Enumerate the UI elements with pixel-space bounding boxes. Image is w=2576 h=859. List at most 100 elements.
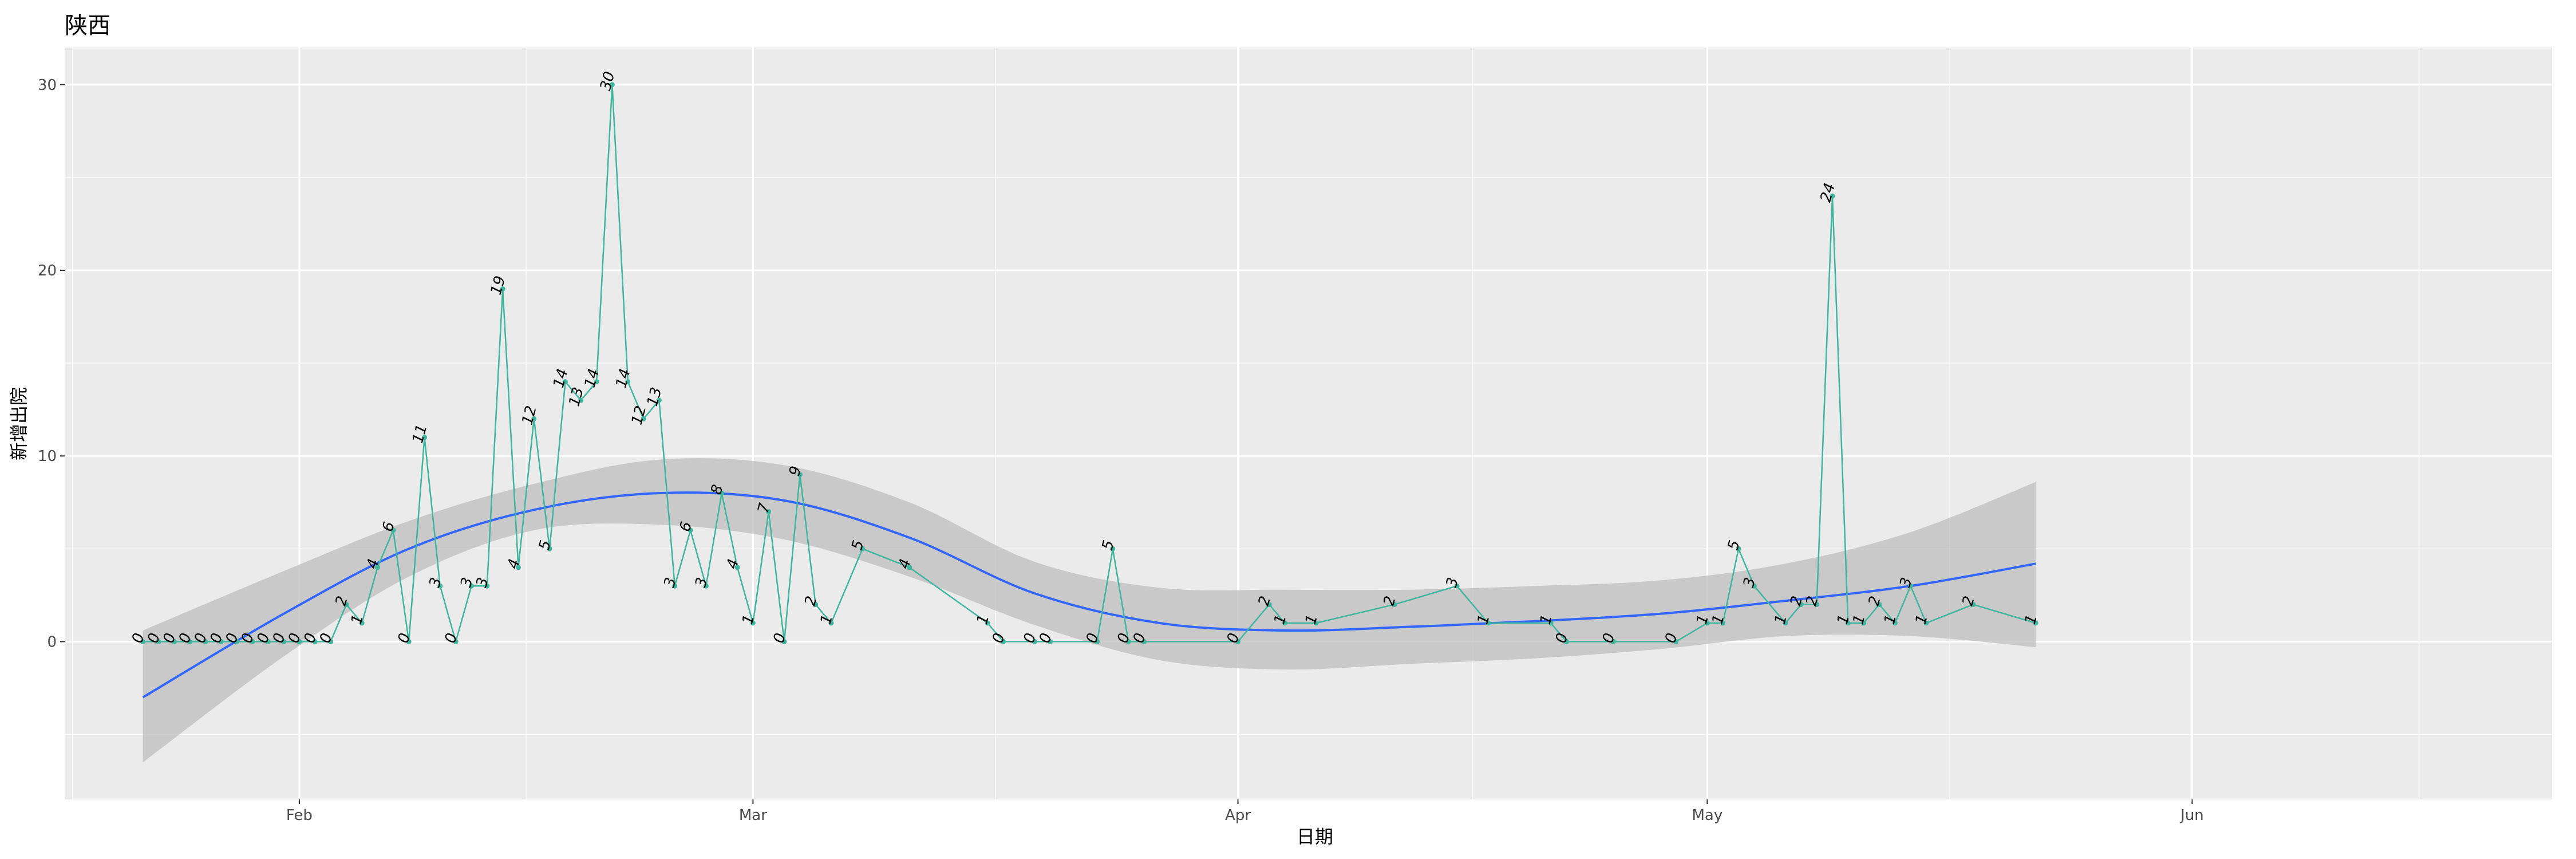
data-point	[688, 527, 693, 533]
data-label: 5	[848, 538, 867, 552]
data-point	[1970, 602, 1976, 608]
data-point	[531, 416, 537, 421]
data-label: 6	[677, 520, 696, 534]
x-tick-label: Jun	[2179, 807, 2204, 824]
data-point	[1830, 193, 1835, 199]
data-point	[1001, 639, 1006, 644]
data-point	[1704, 620, 1710, 626]
data-label: 1	[1271, 613, 1290, 626]
data-label: 1	[1834, 613, 1853, 626]
data-point	[1392, 602, 1397, 608]
data-point	[1892, 620, 1898, 626]
data-label: 0	[1021, 631, 1040, 645]
data-label: 9	[786, 464, 805, 478]
data-point	[422, 435, 427, 440]
data-point	[1095, 639, 1100, 644]
data-label: 0	[1662, 631, 1681, 645]
data-point	[484, 583, 490, 589]
data-point	[437, 583, 443, 589]
data-point	[734, 565, 740, 570]
data-label: 2	[1959, 594, 1978, 608]
data-point	[1141, 639, 1147, 644]
data-label: 3	[661, 576, 679, 589]
data-point	[312, 639, 318, 644]
data-point	[297, 639, 302, 644]
data-label: 0	[176, 631, 195, 645]
data-point	[469, 583, 474, 589]
grid-major	[65, 48, 2552, 799]
y-axis: 0 10 20 30	[38, 77, 65, 651]
data-point	[234, 639, 240, 644]
data-point	[265, 639, 271, 644]
data-label: 4	[364, 557, 382, 571]
data-point	[156, 639, 161, 644]
data-label: 0	[223, 631, 242, 645]
data-label: 1	[2022, 613, 2041, 626]
data-point	[1876, 602, 1882, 608]
data-point	[1923, 620, 1929, 626]
data-label: 0	[771, 631, 789, 645]
data-label: 0	[1552, 631, 1571, 645]
smooth-fit-line	[142, 491, 2036, 699]
data-point	[1673, 639, 1679, 644]
data-point	[1861, 620, 1867, 626]
data-point	[766, 509, 772, 514]
data-label: 0	[160, 631, 179, 645]
data-point	[375, 565, 380, 570]
data-label: 1	[1850, 613, 1868, 626]
chart-title: 陕西	[65, 13, 110, 39]
data-label: 0	[192, 631, 211, 645]
data-point	[1032, 639, 1037, 644]
data-point	[1783, 620, 1788, 626]
data-label: 0	[395, 631, 414, 645]
data-label: 0	[317, 631, 335, 645]
data-point	[453, 639, 459, 644]
data-point	[203, 639, 208, 644]
data-label: 0	[1224, 631, 1243, 645]
data-label: 1	[1474, 613, 1493, 626]
data-label: 1	[1913, 613, 1931, 626]
data-label: 0	[239, 631, 258, 645]
data-point	[1125, 639, 1131, 644]
data-point	[641, 416, 646, 421]
data-label: 1	[1537, 613, 1556, 626]
data-point	[1048, 639, 1053, 644]
data-point	[547, 546, 552, 551]
data-point	[907, 565, 912, 570]
data-label: 3	[1443, 576, 1462, 589]
data-point	[578, 397, 584, 403]
data-point	[390, 527, 396, 533]
data-point	[672, 583, 678, 589]
data-point	[250, 639, 255, 644]
data-label: 0	[1036, 631, 1055, 645]
y-tick-label: 30	[38, 77, 57, 94]
data-point	[1610, 639, 1616, 644]
x-tick-label: May	[1692, 807, 1722, 824]
data-label: 1	[974, 613, 993, 626]
data-point	[609, 82, 615, 88]
data-point	[218, 639, 224, 644]
data-label: 0	[207, 631, 226, 645]
grid-minor	[65, 48, 2552, 799]
data-point	[1814, 602, 1820, 608]
data-label: 1	[739, 613, 758, 626]
data-point	[281, 639, 287, 644]
data-label: 2	[1787, 594, 1806, 608]
data-point	[719, 490, 725, 496]
data-point	[985, 620, 990, 626]
data-point	[406, 639, 412, 644]
data-point	[1736, 546, 1741, 551]
data-label: 2	[801, 594, 820, 608]
data-label: 0	[286, 631, 305, 645]
data-labels: 0000000000000214601130331941251413143014…	[129, 70, 2041, 645]
data-point	[1110, 546, 1116, 551]
data-label: 0	[1115, 631, 1133, 645]
y-tick-label: 0	[47, 633, 57, 651]
y-tick-label: 10	[38, 448, 57, 465]
data-label: 8	[708, 483, 726, 497]
data-point	[703, 583, 709, 589]
data-label: 3	[426, 576, 445, 589]
data-point	[563, 379, 568, 385]
data-point	[656, 397, 662, 403]
